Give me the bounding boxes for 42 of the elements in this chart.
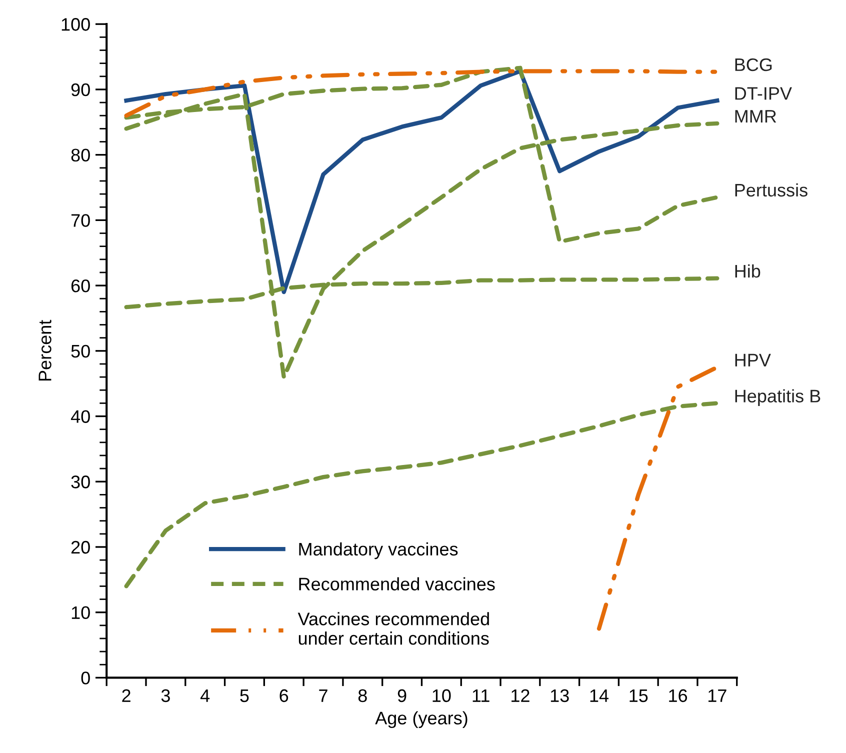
series-label: Hib — [735, 264, 760, 278]
x-tick-label: 7 — [319, 689, 328, 702]
x-tick-label: 17 — [708, 689, 726, 702]
x-axis-title: Age (years) — [375, 711, 468, 728]
x-tick-label: 12 — [512, 689, 530, 702]
x-tick-label: 4 — [200, 689, 210, 702]
x-tick-label: 10 — [432, 689, 451, 702]
x-tick-label: 5 — [240, 689, 249, 702]
y-tick-label: 80 — [71, 148, 90, 162]
y-tick-label: 40 — [70, 410, 90, 423]
annotation: Mandatory vaccines — [299, 542, 458, 560]
y-tick-label: 60 — [71, 279, 90, 292]
x-tick-label: 2 — [122, 689, 130, 702]
y-axis-title: Percent — [38, 320, 52, 381]
series-label: BCG — [735, 58, 772, 72]
y-tick-label: 50 — [71, 344, 90, 358]
y-tick-label: 90 — [71, 83, 90, 96]
series-label: Pertussis — [735, 183, 808, 197]
line-series — [124, 69, 720, 118]
x-tick-label: 9 — [398, 689, 406, 702]
annotation: Vaccines recommended under certain conditions — [298, 612, 489, 645]
x-tick-label: 13 — [550, 689, 569, 702]
annotation: Recommended vaccines — [299, 577, 495, 590]
x-tick-label: 16 — [669, 689, 688, 702]
series-label: DT-IPV — [735, 87, 792, 100]
x-tick-label: 6 — [280, 689, 288, 702]
y-tick-label: 30 — [71, 476, 90, 488]
line-series — [124, 69, 720, 294]
x-tick-label: 11 — [472, 689, 490, 702]
x-tick-label: 3 — [161, 689, 170, 702]
series-label: Hepatitis B — [735, 389, 820, 406]
x-tick-label: 15 — [630, 689, 648, 702]
y-tick-label: 10 — [72, 606, 90, 620]
y-tick-label: 70 — [71, 214, 90, 227]
line-series — [124, 401, 720, 588]
x-tick-label: 14 — [590, 689, 609, 702]
x-tick-label: 8 — [358, 689, 367, 702]
y-tick-label: 20 — [71, 540, 90, 554]
y-tick-label: 0 — [81, 672, 90, 684]
y-tick-label: 100 — [62, 18, 90, 31]
series-label: MMR — [735, 110, 776, 123]
series-label: HPV — [735, 354, 771, 366]
